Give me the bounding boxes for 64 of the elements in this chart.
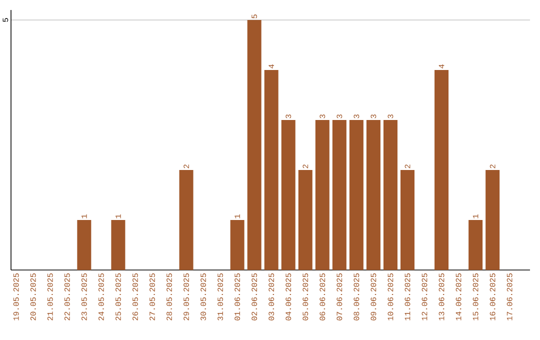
- data-label: 3: [286, 114, 292, 118]
- x-tick-label: 24.05.2025: [98, 273, 104, 320]
- bar: [383, 120, 398, 270]
- x-tick-label: 15.06.2025: [472, 273, 478, 320]
- x-tick-label: 27.05.2025: [150, 273, 155, 320]
- x-tick-label: 05.06.2025: [302, 273, 308, 320]
- data-label: 3: [370, 114, 376, 118]
- x-tick-label: 12.06.2025: [422, 273, 428, 320]
- x-tick-label: 17.06.2025: [506, 273, 512, 320]
- x-tick-label: 06.06.2025: [320, 273, 326, 320]
- data-label: 5: [252, 14, 258, 18]
- data-label: 2: [184, 164, 189, 168]
- data-label: 1: [82, 214, 87, 218]
- x-tick-label: 30.05.2025: [200, 273, 206, 320]
- bar: [315, 120, 330, 270]
- x-tick-label: 10.06.2025: [388, 273, 394, 320]
- x-tick-label: 02.06.2025: [252, 273, 258, 320]
- data-label: 1: [234, 214, 240, 218]
- x-tick-label: 31.05.2025: [218, 273, 224, 320]
- data-label: 3: [320, 114, 326, 118]
- bar: [349, 120, 364, 270]
- x-tick-label: 26.05.2025: [132, 273, 138, 320]
- data-label: 1: [472, 214, 478, 218]
- x-tick-label: 04.06.2025: [286, 273, 292, 320]
- x-tick-label: 11.06.2025: [404, 273, 410, 320]
- bar: [111, 220, 126, 270]
- bar: [332, 120, 346, 270]
- bar: [468, 220, 483, 270]
- bar: [179, 170, 194, 270]
- data-label: 3: [354, 114, 360, 118]
- data-label: 3: [336, 114, 342, 118]
- bar: [434, 70, 449, 270]
- x-tick-label: 19.05.2025: [13, 273, 19, 320]
- x-tick-label: 13.06.2025: [438, 273, 444, 320]
- bar: [77, 220, 92, 270]
- data-label: 3: [388, 114, 394, 118]
- bar: [366, 120, 380, 270]
- x-tick-label: 25.05.2025: [115, 273, 121, 320]
- data-label: 4: [268, 64, 274, 68]
- x-tick-label: 16.06.2025: [490, 273, 496, 320]
- x-tick-label: 08.06.2025: [354, 273, 360, 320]
- bar: [298, 170, 312, 270]
- bar: [486, 170, 500, 270]
- data-label: 2: [302, 164, 308, 168]
- bar: [281, 120, 296, 270]
- x-tick-label: 14.06.2025: [456, 273, 462, 320]
- x-tick-label: 09.06.2025: [370, 273, 376, 320]
- x-tick-label: 03.06.2025: [268, 273, 274, 320]
- data-label: 1: [116, 214, 121, 218]
- data-label: 4: [438, 64, 444, 68]
- bar: [264, 70, 278, 270]
- x-tick-label: 29.05.2025: [184, 273, 189, 320]
- bar: [400, 170, 414, 270]
- bar: [247, 20, 262, 270]
- x-tick-label: 20.05.2025: [30, 273, 36, 320]
- x-tick-label: 07.06.2025: [336, 273, 342, 320]
- x-tick-label: 28.05.2025: [166, 273, 172, 320]
- x-tick-label: 01.06.2025: [234, 273, 240, 320]
- x-tick-label: 23.05.2025: [81, 273, 87, 320]
- bar: [230, 220, 244, 270]
- data-label: 2: [490, 164, 496, 168]
- x-tick-label: 22.05.2025: [64, 273, 70, 320]
- x-tick-label: 21.05.2025: [47, 273, 53, 320]
- data-label: 2: [404, 164, 410, 168]
